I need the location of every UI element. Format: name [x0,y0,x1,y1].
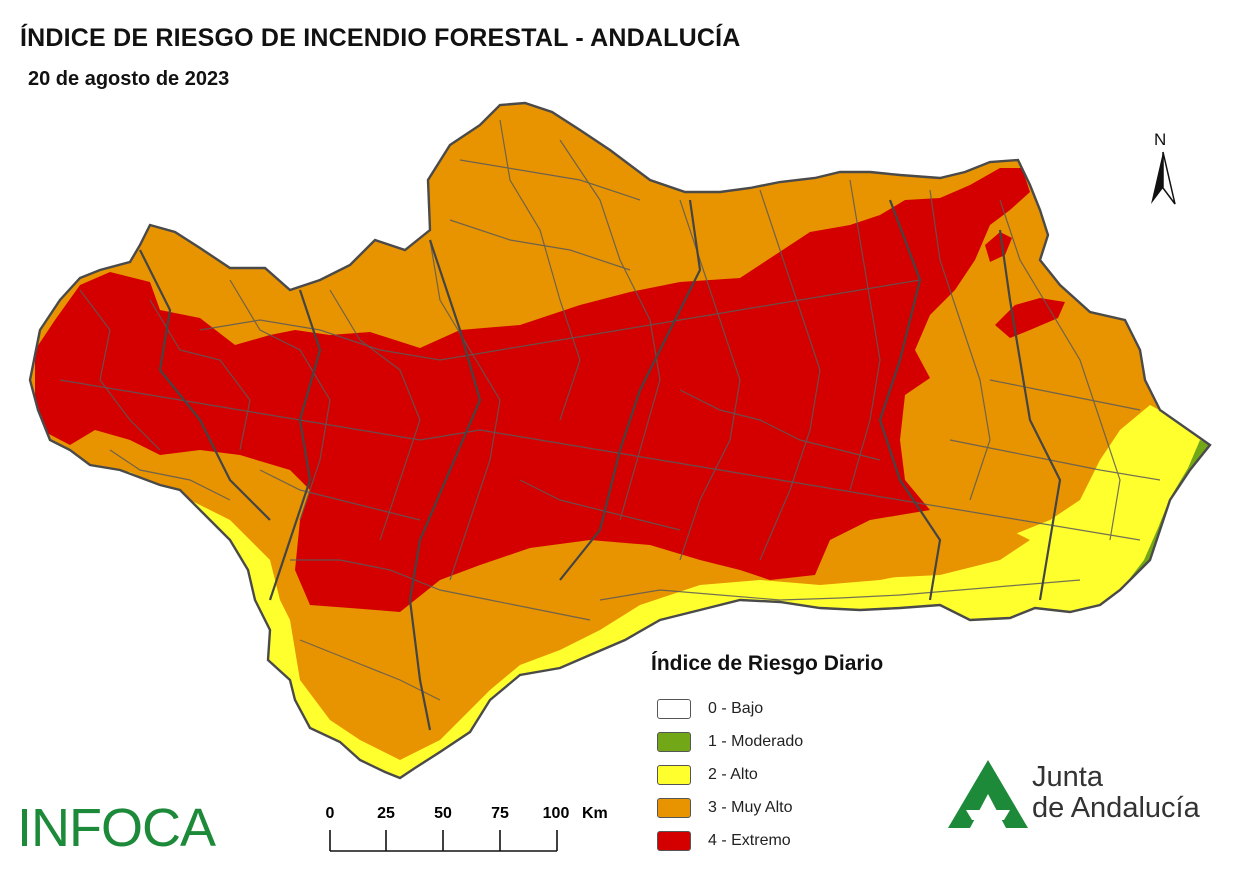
legend-item-extremo: 4 - Extremo [650,824,950,857]
infoca-logo: INFOCA [17,798,216,858]
north-label: N [1154,130,1167,149]
zone-veryhigh-cadiz [300,610,415,740]
scale-tick-75: 75 [491,805,509,822]
legend-item-moderado: 1 - Moderado [650,725,950,758]
north-arrow-icon [1151,151,1176,205]
legend-title: Índice de Riesgo Diario [651,652,884,675]
junta-line1: Junta [1032,761,1103,793]
map-date: 20 de agosto de 2023 [28,68,230,90]
legend-swatch-extremo [657,830,691,851]
zone-extreme-central [35,168,1030,612]
province-borders [139,199,1062,731]
scale-bar-line [329,830,558,852]
scale-tick-25: 25 [377,805,395,822]
scale-tick-100: 100 [543,805,570,822]
junta-andalucia-logo-icon [948,760,1028,828]
zone-veryhigh-granada-coast [820,520,1030,578]
legend-item-bajo: 0 - Bajo [650,692,950,725]
legend-label: 3 - Muy Alto [708,798,793,816]
legend-label: 4 - Extremo [708,831,791,849]
zone-extreme-east-spot2 [985,232,1012,262]
legend-swatch-bajo [657,698,691,719]
junta-andalucia-wordmark: Junta de Andalucía [1032,762,1200,824]
legend-label: 1 - Moderado [708,732,804,750]
scale-tick-50: 50 [434,805,452,822]
legend-item-alto: 2 - Alto [650,758,950,791]
scale-bar: 0 25 50 75 100 Km [326,805,608,852]
junta-line2: de Andalucía [1032,792,1200,824]
legend: Índice de Riesgo Diario 0 - Bajo 1 - Mod… [650,652,950,857]
legend-swatch-alto [657,764,691,785]
legend-swatch-moderado [657,731,691,752]
north-arrow: N [1143,130,1183,210]
zone-extreme-east-spot [995,298,1065,338]
scale-unit: Km [582,805,608,822]
legend-label: 2 - Alto [708,765,758,783]
legend-item-muy-alto: 3 - Muy Alto [650,791,950,824]
zone-veryhigh-malaga [420,580,590,650]
scale-tick-0: 0 [326,805,335,822]
legend-label: 0 - Bajo [708,699,764,717]
region-border [28,101,1212,780]
legend-swatch-muy-alto [657,797,691,818]
zone-high-coast [40,405,1210,778]
map-title: ÍNDICE DE RIESGO DE INCENDIO FORESTAL - … [20,24,741,52]
